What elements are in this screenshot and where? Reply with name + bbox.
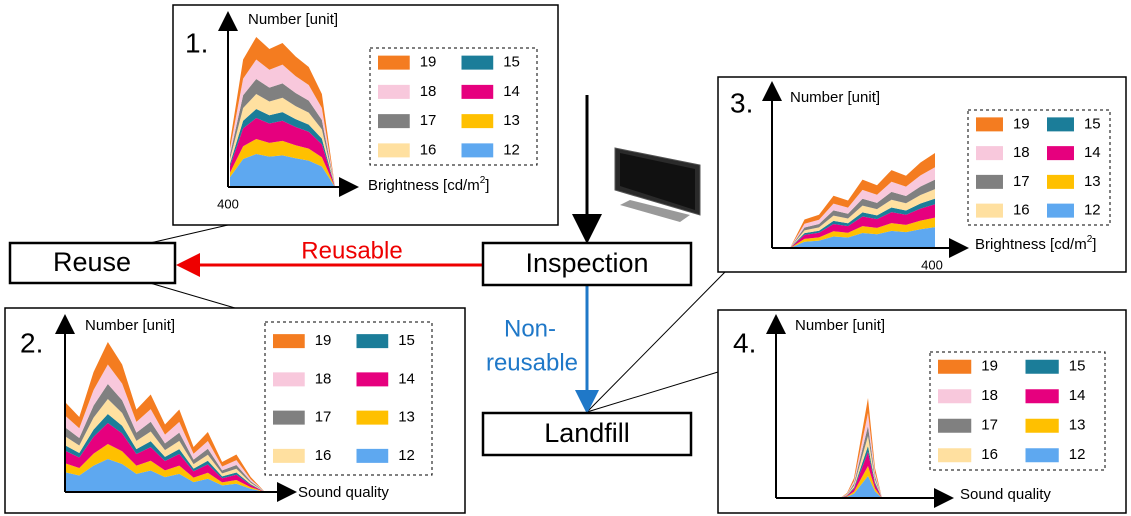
x-tick-label: 400 [217,196,239,211]
legend-label: 19 [420,54,437,71]
legend-swatch [938,360,971,374]
legend-label: 16 [315,447,332,464]
reusable-label: Reusable [301,237,402,264]
legend-label: 13 [1084,173,1101,190]
y-axis-label: Number [unit] [85,317,175,334]
non-reusable-label: Non- [504,315,556,342]
legend-swatch [462,85,494,99]
legend-label: 17 [315,409,332,426]
page: {"flow": {"reuse": "Reuse", "inspection"… [0,0,1131,516]
non-reusable-label: reusable [486,349,578,376]
legend-label: 12 [398,447,415,464]
panel-number: 3. [730,87,753,118]
legend-label: 16 [1013,202,1030,219]
diagram: Reuse Inspection Landfill Reusable Non- … [0,0,1131,516]
legend-swatch [976,117,1003,131]
panel-box [173,5,558,225]
legend-swatch [938,389,971,403]
legend-swatch [378,85,410,99]
legend-swatch [1047,117,1074,131]
legend-label: 13 [503,112,520,129]
legend-label: 15 [1084,115,1101,132]
legend-label: 12 [1084,202,1101,219]
reuse-label: Reuse [53,247,131,277]
legend-swatch [273,411,305,425]
panel-number: 2. [20,327,43,358]
panel-number: 1. [185,27,208,58]
legend-swatch [976,146,1003,160]
legend-swatch [273,334,305,348]
legend-swatch [1026,389,1059,403]
panel-number: 4. [733,327,756,358]
x-axis-label-part: ] [1092,236,1096,253]
y-axis-label: Number [unit] [248,11,338,28]
legend-label: 14 [503,83,520,100]
legend-label: 13 [398,409,415,426]
legend-label: 12 [503,141,520,158]
x-axis-label: Sound quality [960,486,1051,503]
panel-box [718,310,1126,513]
legend-label: 15 [1069,358,1086,375]
legend-label: 15 [398,332,415,349]
y-axis-label: Number [unit] [795,317,885,334]
legend-swatch [1047,146,1074,160]
legend-swatch [1026,360,1059,374]
x-axis-label-part: Brightness [cd/m [975,236,1087,253]
legend-swatch [378,143,410,157]
legend-swatch [938,419,971,433]
panel: 2. Number [unit] Sound quality 19 15 18 14 17 13… [5,308,465,513]
legend-label: 18 [420,83,437,100]
legend-label: 19 [981,358,998,375]
legend-swatch [462,56,494,70]
legend-label: 15 [503,54,520,71]
legend-label: 14 [1084,144,1101,161]
legend-label: 17 [420,112,437,129]
legend-swatch [378,114,410,128]
x-axis-label: Brightness [cd/m2] [975,234,1096,253]
legend-label: 16 [981,446,998,463]
legend-label: 18 [1013,144,1030,161]
legend-swatch [976,204,1003,218]
legend-label: 17 [1013,173,1030,190]
legend-label: 16 [420,141,437,158]
legend-swatch [357,334,389,348]
legend-swatch [1047,175,1074,189]
legend-label: 18 [315,370,332,387]
legend-label: 19 [315,332,332,349]
x-tick-label: 400 [921,257,943,272]
landfill-label: Landfill [544,418,630,448]
panel: 4. Number [unit] Sound quality 19 15 18 14 17 13… [718,310,1126,513]
x-axis-label-part: Sound quality [960,486,1051,503]
legend-swatch [462,114,494,128]
legend-label: 14 [398,370,415,387]
legend-label: 12 [1069,446,1086,463]
x-axis-label: Brightness [cd/m2] [368,175,489,194]
legend-swatch [273,449,305,463]
x-axis-label-part: Brightness [cd/m [368,177,480,194]
panel: 1. Number [unit] Brightness [cd/m2] 400 19 15… [173,5,558,225]
x-axis-label-part: ] [485,177,489,194]
legend-label: 14 [1069,387,1086,404]
legend-swatch [1047,204,1074,218]
legend-swatch [273,372,305,386]
x-axis-label-part: Sound quality [298,484,389,501]
legend-label: 19 [1013,115,1030,132]
y-axis-label: Number [unit] [790,89,880,106]
legend-swatch [357,449,389,463]
legend-swatch [1026,419,1059,433]
legend-label: 13 [1069,417,1086,434]
legend-swatch [357,372,389,386]
legend-swatch [357,411,389,425]
legend-swatch [1026,448,1059,462]
tv-icon [615,148,700,222]
x-axis-label: Sound quality [298,484,389,501]
legend-swatch [462,143,494,157]
legend-swatch [378,56,410,70]
panel: 3. Number [unit] Brightness [cd/m2] 400 19 15… [718,77,1126,272]
legend-swatch [976,175,1003,189]
inspection-label: Inspection [525,248,648,278]
legend-label: 18 [981,387,998,404]
legend-swatch [938,448,971,462]
legend-label: 17 [981,417,998,434]
